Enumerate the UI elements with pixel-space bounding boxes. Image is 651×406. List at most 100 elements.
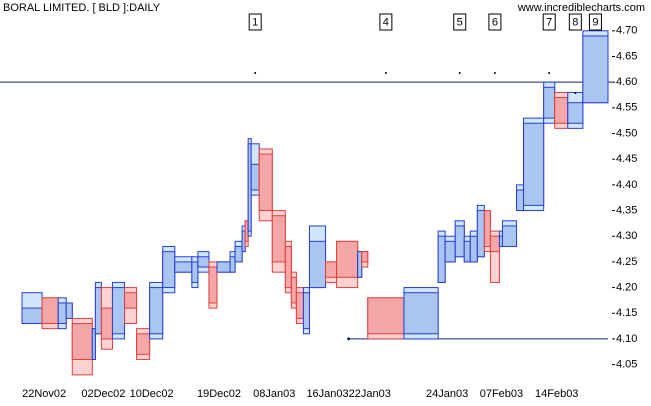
x-tick-label: 19Dec02: [197, 388, 241, 400]
candle-body: [111, 287, 126, 335]
x-tick-label: 16Jan03: [306, 388, 348, 400]
y-tick-label: 4.55: [616, 102, 637, 114]
candle-body: [437, 235, 446, 283]
candle-body: [567, 102, 584, 124]
candle-body: [21, 307, 43, 325]
y-tick-label: 4.40: [616, 179, 637, 191]
x-tick-label: 24Jan03: [426, 388, 468, 400]
candle-body: [258, 153, 273, 212]
candle-body: [325, 261, 338, 278]
note-label: 9: [592, 16, 598, 28]
note-dot: [254, 72, 257, 74]
note-box: [588, 13, 602, 31]
note-label: 8: [572, 16, 578, 28]
candle-body: [208, 266, 218, 304]
candle-body: [284, 245, 292, 289]
y-tick-label: 4.20: [616, 281, 637, 293]
note-label: 4: [383, 16, 389, 28]
candle-body: [543, 86, 556, 119]
y-tick-label: 4.05: [616, 359, 637, 371]
candle-body: [489, 235, 500, 253]
y-tick-label: 4.70: [616, 25, 637, 37]
candle-body: [91, 328, 96, 360]
candle-body: [367, 297, 405, 335]
note-box: [379, 13, 393, 31]
y-tick-label: 4.65: [616, 50, 637, 62]
candle-body: [483, 210, 491, 247]
candle-body: [149, 287, 164, 335]
candle-body: [361, 251, 369, 263]
candle-body: [197, 256, 210, 268]
x-tick-label: 07Feb03: [480, 388, 523, 400]
y-tick-label: 4.30: [616, 230, 637, 242]
candle-body: [476, 210, 485, 258]
y-tick-label: 4.45: [616, 153, 637, 165]
candle-body: [403, 292, 439, 335]
candle-body: [290, 276, 297, 304]
x-tick-label: 10Dec02: [130, 388, 174, 400]
candle-body: [463, 240, 471, 263]
candle-body: [523, 122, 545, 206]
note-dot: [493, 72, 496, 74]
candle-body: [357, 251, 363, 278]
candle-body: [191, 261, 199, 283]
y-tick-label: 4.60: [616, 76, 637, 88]
note-label: 6: [492, 16, 498, 28]
note-label: 1: [252, 16, 258, 28]
candle-body: [162, 251, 176, 289]
plot: 4.05 4.10 4.15 4.20 4.25 4.30 4.35 4.40 4.45 4.50…: [0, 25, 637, 376]
title-bg: [0, 0, 176, 16]
note-dot: [458, 72, 461, 74]
y-tick-label: 4.25: [616, 256, 637, 268]
note-box: [488, 13, 502, 31]
x-tick-label: 14Feb03: [535, 388, 578, 400]
candle-body: [554, 97, 569, 124]
x-tick-label: 02Dec02: [81, 388, 125, 400]
candle-body: [65, 302, 73, 319]
note-label: 7: [546, 16, 552, 28]
x-tick-label: 22Nov02: [22, 388, 66, 400]
note-box: [248, 13, 262, 31]
note-dot: [548, 72, 551, 74]
candle-body: [174, 261, 193, 273]
candle-body: [124, 292, 138, 309]
x-tick-label: 08Jan03: [253, 388, 295, 400]
candle-body: [234, 245, 243, 263]
candle-body: [582, 35, 609, 104]
candle-body: [469, 235, 478, 263]
y-tick-label: 4.35: [616, 204, 637, 216]
note-box: [568, 13, 582, 31]
candle-range: [489, 230, 500, 283]
note-box: [453, 13, 467, 31]
candle-body: [94, 287, 102, 335]
y-tick-label: 4.50: [616, 127, 637, 139]
source: www.incrediblecharts.com: [517, 2, 645, 14]
chart-title: BORAL LIMITED. [ BLD ]:DAILY: [3, 2, 161, 14]
candle-body: [216, 261, 231, 273]
candle-body: [100, 307, 113, 340]
candle-body: [444, 240, 456, 263]
source-bg: [480, 0, 651, 16]
candle-body: [516, 189, 525, 212]
note-label: 5: [457, 16, 463, 28]
candle-body: [454, 225, 465, 258]
candle-body: [41, 297, 59, 325]
candle-body: [501, 225, 518, 247]
note-box: [542, 13, 556, 31]
line-end: [347, 337, 351, 341]
note-dot: [574, 92, 577, 94]
candle-body: [302, 292, 310, 330]
candle-body: [308, 240, 327, 289]
y-tick-label: 4.10: [616, 333, 637, 345]
candle-body: [250, 163, 260, 191]
candle-body: [295, 292, 304, 319]
candle-body: [229, 256, 236, 273]
candle-body: [71, 323, 93, 360]
candle-body: [336, 240, 359, 278]
x-tick-label: 22Jan03: [349, 388, 391, 400]
note-dot: [384, 72, 387, 74]
candle-body: [57, 302, 67, 325]
candle-body: [136, 333, 151, 355]
